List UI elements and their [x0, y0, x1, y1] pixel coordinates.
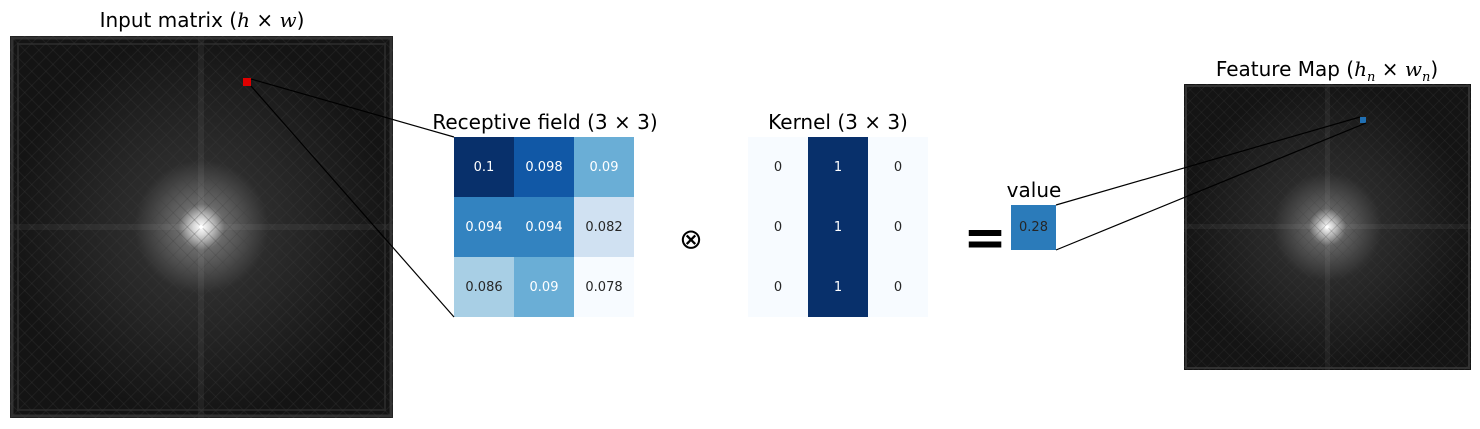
receptive-field-title: Receptive field (3 × 3) — [432, 110, 658, 134]
receptive-field-cell: 0.1 — [454, 137, 514, 197]
receptive-field-cell: 0.094 — [454, 197, 514, 257]
feature-map-title: Feature Map (hn × wn) — [1215, 57, 1439, 85]
kernel-cell: 0 — [868, 257, 928, 317]
convolution-operator: ⊗ — [679, 222, 703, 256]
receptive-field-cell: 0.09 — [574, 137, 634, 197]
connector-input-top — [250, 78, 455, 138]
receptive-field-cell: 0.098 — [514, 137, 574, 197]
input-highlight-square — [243, 78, 251, 86]
kernel-title: Kernel (3 × 3) — [768, 110, 908, 134]
kernel-cell: 1 — [808, 257, 868, 317]
value-label: value — [1006, 178, 1062, 202]
receptive-field-cell: 0.086 — [454, 257, 514, 317]
receptive-field-cell: 0.094 — [514, 197, 574, 257]
kernel-cell: 0 — [868, 197, 928, 257]
feature-map-image — [1184, 84, 1471, 370]
connector-feature-bottom — [1055, 122, 1367, 251]
kernel-cell: 0 — [868, 137, 928, 197]
connector-input-bottom — [250, 85, 455, 318]
input-matrix-title: Input matrix (h × w) — [99, 8, 305, 32]
value-cell: 0.28 — [1011, 205, 1056, 250]
receptive-field-grid: 0.1 0.098 0.09 0.094 0.094 0.082 0.086 0.09 0.07… — [454, 137, 634, 317]
receptive-field-cell: 0.09 — [514, 257, 574, 317]
kernel-cell: 1 — [808, 137, 868, 197]
kernel-cell: 0 — [748, 137, 808, 197]
receptive-field-cell: 0.078 — [574, 257, 634, 317]
kernel-cell: 0 — [748, 257, 808, 317]
receptive-field-cell: 0.082 — [574, 197, 634, 257]
connector-feature-top — [1055, 116, 1361, 206]
equals-operator: = — [963, 208, 1007, 268]
feature-map-highlight-square — [1360, 117, 1366, 123]
input-matrix-image — [10, 36, 393, 418]
input-matrix-texture — [10, 36, 393, 418]
feature-map-texture — [1184, 84, 1471, 370]
kernel-cell: 0 — [748, 197, 808, 257]
kernel-cell: 1 — [808, 197, 868, 257]
